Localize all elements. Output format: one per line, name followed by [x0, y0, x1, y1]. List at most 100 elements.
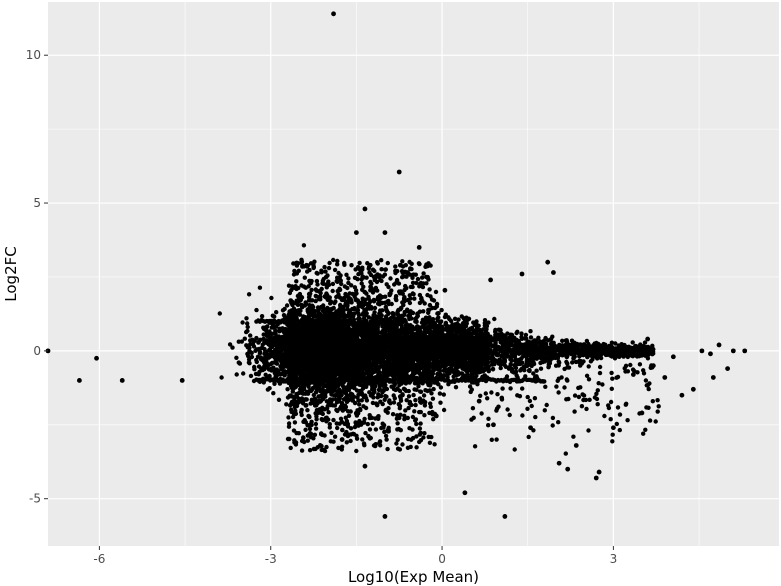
dense-point	[570, 360, 575, 365]
dense-point	[630, 340, 635, 345]
dense-point	[411, 392, 416, 398]
dense-point	[380, 401, 385, 407]
dense-point	[577, 359, 582, 365]
dense-point	[416, 370, 422, 376]
dense-point	[402, 312, 407, 317]
dense-point	[476, 323, 481, 328]
dense-point	[464, 369, 470, 374]
dense-point	[383, 304, 388, 310]
dense-point	[494, 351, 499, 357]
dense-point	[369, 375, 375, 380]
dense-point	[404, 370, 409, 375]
dense-point	[397, 382, 402, 388]
dense-point	[470, 362, 475, 367]
dense-point	[391, 321, 396, 326]
dense-point	[401, 354, 407, 359]
dense-point	[522, 336, 528, 341]
dense-point	[563, 342, 569, 347]
dense-point	[374, 364, 380, 369]
dense-point	[349, 395, 354, 400]
dense-point	[387, 379, 392, 384]
dense-point	[429, 391, 434, 396]
dense-point	[326, 410, 331, 415]
dense-point	[439, 363, 444, 369]
dense-point	[538, 360, 543, 366]
dense-point	[381, 345, 386, 351]
dense-point	[447, 356, 453, 361]
dense-point	[496, 327, 501, 332]
dense-point	[411, 374, 416, 380]
dense-point	[514, 350, 519, 355]
dense-point	[422, 413, 427, 418]
dense-point	[514, 330, 519, 336]
dense-point	[547, 361, 553, 366]
dense-point	[411, 341, 416, 346]
dense-point	[421, 393, 427, 398]
dense-point	[425, 388, 430, 394]
dense-point	[498, 362, 503, 367]
dense-point	[438, 385, 444, 390]
dense-point	[504, 374, 510, 379]
dense-point	[324, 399, 330, 404]
dense-point	[310, 298, 315, 303]
dense-point	[519, 366, 524, 372]
dense-point	[433, 289, 439, 295]
dense-point	[421, 339, 426, 344]
dense-point	[456, 337, 462, 343]
dense-point	[287, 403, 293, 408]
dense-point	[427, 302, 433, 308]
dense-point	[476, 332, 482, 337]
dense-point	[466, 316, 472, 321]
dense-point	[536, 335, 541, 340]
dense-point	[467, 384, 473, 389]
dense-point	[435, 318, 441, 323]
dense-point	[356, 382, 362, 387]
dense-point	[516, 340, 522, 345]
dense-point	[407, 380, 412, 385]
dense-point	[406, 394, 412, 399]
dense-point	[469, 326, 474, 331]
dense-point	[446, 366, 452, 372]
dense-point	[414, 325, 419, 330]
dense-point	[625, 344, 631, 350]
dense-point	[498, 365, 503, 371]
dense-point	[642, 340, 648, 345]
dense-point	[439, 307, 444, 313]
dense-point	[418, 389, 423, 394]
dense-point	[494, 344, 499, 350]
dense-point	[380, 383, 385, 388]
dense-point	[372, 319, 377, 324]
dense-point	[588, 359, 594, 364]
dense-point	[345, 307, 350, 312]
dense-point	[569, 338, 575, 343]
dense-point	[428, 329, 434, 334]
dense-point	[412, 409, 417, 414]
dense-point	[433, 378, 438, 383]
dense-point	[527, 367, 532, 373]
dense-point	[303, 427, 308, 432]
dense-point	[410, 310, 416, 316]
dense-point	[499, 331, 504, 336]
dense-point	[464, 361, 470, 366]
dense-point	[523, 332, 529, 338]
dense-point	[574, 349, 579, 355]
dense-point	[431, 338, 436, 343]
dense-point	[481, 376, 486, 382]
dense-point	[430, 396, 436, 401]
dense-point	[381, 352, 386, 358]
dense-point	[571, 356, 576, 361]
dense-point	[389, 301, 394, 307]
dense-point	[528, 335, 534, 340]
dense-point	[527, 352, 533, 358]
dense-point	[549, 352, 554, 358]
dense-point	[412, 296, 417, 301]
dense-point	[289, 287, 294, 293]
dense-point	[625, 354, 630, 360]
dense-point	[294, 279, 299, 284]
dense-point	[422, 320, 427, 325]
dense-point	[301, 243, 307, 248]
dense-point	[519, 331, 524, 336]
dense-point	[398, 307, 403, 312]
dense-point	[418, 336, 423, 342]
dense-point	[366, 315, 371, 320]
